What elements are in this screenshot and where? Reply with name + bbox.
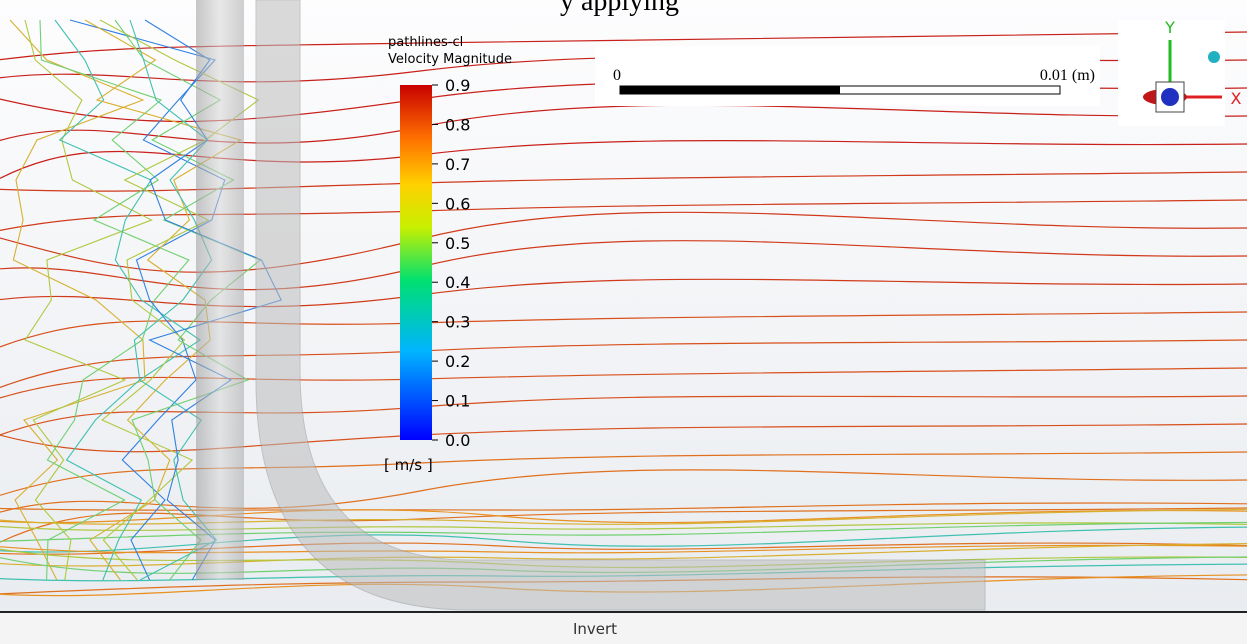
colorbar xyxy=(400,85,432,440)
axis-triad: Y X xyxy=(1118,18,1242,126)
triad-x: X xyxy=(1231,89,1242,108)
colorbar-label: 0.9 xyxy=(445,76,470,95)
colorbar-label: 0.8 xyxy=(445,115,470,134)
scale-bar: 0 0.01 (m) xyxy=(595,46,1100,106)
colorbar-label: 0.7 xyxy=(445,155,470,174)
page: y applying pathlines-cl Velocity Magnitu… xyxy=(0,0,1247,644)
colorbar-label: 0.5 xyxy=(445,234,470,253)
invert-button[interactable]: Invert xyxy=(545,617,645,641)
colorbar-label: 0.1 xyxy=(445,392,470,411)
colorbar-label: 0.2 xyxy=(445,352,470,371)
legend-subtitle: Velocity Magnitude xyxy=(388,52,512,67)
triad-y: Y xyxy=(1164,18,1175,37)
caption: y applying xyxy=(560,0,679,17)
scale-start: 0 xyxy=(613,67,621,84)
colorbar-label: 0.6 xyxy=(445,194,470,213)
legend-unit: [ m/s ] xyxy=(384,456,433,474)
colorbar-label: 0.4 xyxy=(445,273,470,292)
viewport: y applying pathlines-cl Velocity Magnitu… xyxy=(0,0,1247,611)
scale-end: 0.01 (m) xyxy=(1040,67,1095,84)
colorbar-label: 0.3 xyxy=(445,313,470,332)
legend-title: pathlines-cl xyxy=(388,35,463,50)
colorbar-label: 0.0 xyxy=(445,431,470,450)
toolbar: Invert xyxy=(0,611,1247,644)
